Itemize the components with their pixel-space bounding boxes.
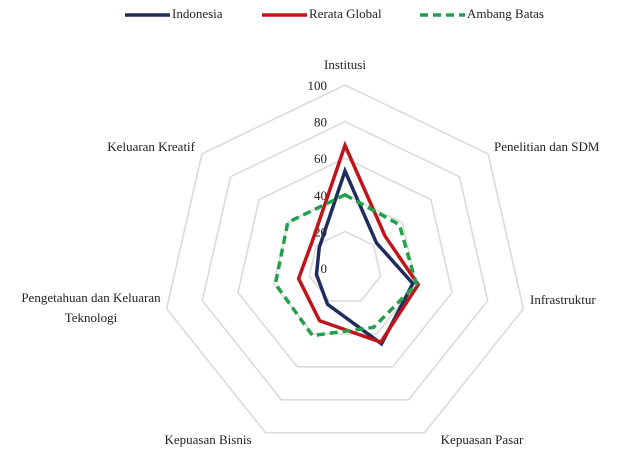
legend-label: Indonesia (172, 6, 223, 21)
series-line (273, 192, 419, 338)
legend-label: Ambang Batas (467, 6, 544, 21)
tick-label: 100 (308, 78, 328, 93)
series-line (296, 140, 421, 345)
tick-label: 0 (321, 261, 328, 276)
grid-ring (272, 193, 418, 335)
grid-ring (308, 230, 382, 302)
series-line (314, 166, 415, 347)
tick-label: 80 (314, 115, 327, 130)
category-label: Infrastruktur (530, 292, 596, 307)
tick-label: 40 (314, 188, 327, 203)
legend-label: Rerata Global (309, 6, 382, 21)
grid-ring (201, 120, 489, 401)
grid-ring (165, 84, 525, 434)
category-label: Institusi (324, 57, 366, 72)
category-label: Pengetahuan dan Keluaran Teknologi (21, 290, 161, 325)
category-label: Kepuasan Pasar (440, 432, 524, 447)
grid-ring (237, 157, 453, 368)
category-label: Kepuasan Bisnis (164, 432, 252, 447)
category-label: Penelitian dan SDM (494, 139, 600, 154)
tick-label: 60 (314, 151, 327, 166)
category-label: Keluaran Kreatif (107, 139, 195, 154)
